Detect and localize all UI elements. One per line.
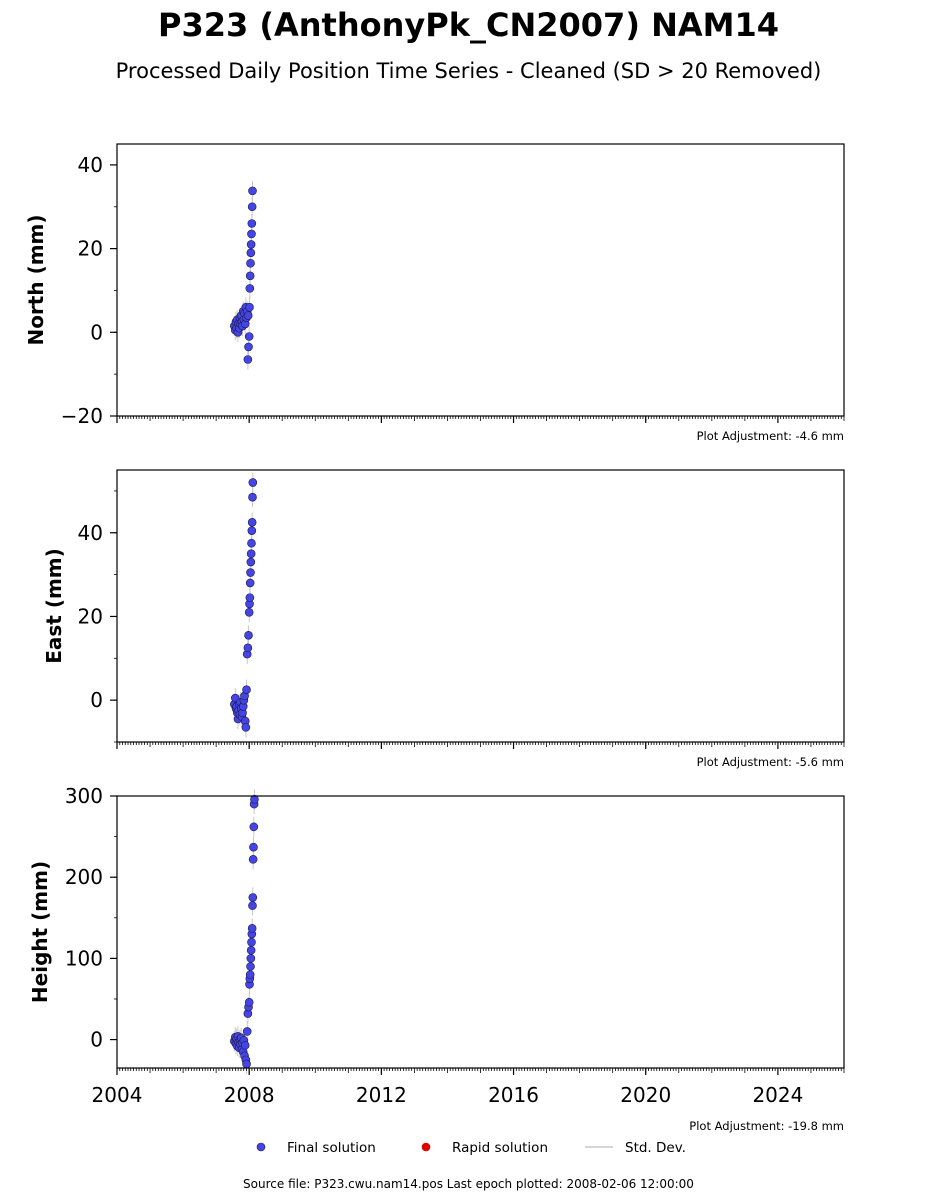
data-point (244, 607, 254, 617)
data-point (248, 478, 258, 487)
y-axis-label: North (mm) (24, 214, 48, 345)
x-tick-label: 2016 (488, 1083, 539, 1107)
y-tick-label: 20 (78, 604, 103, 628)
data-point (245, 970, 255, 979)
legend: Final solution Rapid solution Std. Dev. (256, 1140, 686, 1156)
data-point (243, 311, 253, 320)
legend-item-stddev: Std. Dev. (585, 1140, 686, 1156)
plot-frame (116, 469, 845, 743)
legend-dot-icon (256, 1142, 266, 1152)
data-point (241, 723, 251, 732)
plot-frame (116, 143, 845, 417)
data-point (247, 526, 257, 535)
data-point (246, 954, 256, 963)
data-point (247, 219, 257, 228)
data-point (244, 997, 254, 1007)
y-tick-label: 0 (90, 688, 103, 712)
legend-item-final: Final solution (256, 1140, 376, 1156)
chart-subtitle: Processed Daily Position Time Series - C… (116, 59, 822, 83)
data-point (246, 962, 255, 971)
data-point (242, 685, 251, 694)
data-point (246, 240, 256, 249)
data-point (244, 332, 254, 341)
data-point (244, 630, 253, 640)
data-point (246, 568, 255, 577)
legend-dot-icon (421, 1142, 431, 1152)
y-tick-label: −20 (61, 404, 103, 428)
data-point (240, 1040, 250, 1050)
data-point (249, 842, 258, 852)
data-point (245, 271, 255, 281)
y-tick-label: 300 (65, 784, 103, 808)
data-point (246, 945, 256, 955)
x-tick-label: 2012 (356, 1083, 407, 1107)
data-point (247, 202, 257, 212)
data-point (247, 518, 257, 527)
x-tick-label: 2024 (752, 1083, 803, 1107)
y-tick-label: 100 (65, 946, 103, 970)
data-point (244, 342, 253, 352)
plot-frame (116, 795, 845, 1069)
data-point (246, 557, 256, 567)
legend-item-rapid: Rapid solution (421, 1140, 548, 1156)
y-tick-label: 0 (90, 320, 103, 344)
data-point (246, 248, 256, 258)
data-point (242, 1059, 251, 1069)
panel-3: 2004 2008 2012 2016 2020 2024 0 100 200 300 Height… (28, 784, 845, 1133)
data-point (245, 284, 255, 293)
data-point (247, 924, 257, 933)
data-point (248, 855, 258, 864)
x-tick-label: 2020 (620, 1083, 671, 1107)
data-point (250, 794, 259, 804)
legend-label: Std. Dev. (625, 1140, 686, 1156)
legend-label: Rapid solution (452, 1140, 548, 1156)
y-axis-label: East (mm) (42, 548, 66, 664)
data-point (246, 549, 256, 558)
data-point (247, 538, 256, 548)
plot-adjustment: Plot Adjustment: -19.8 mm (689, 1119, 844, 1133)
x-tick-label: 2004 (92, 1083, 143, 1107)
legend-label: Final solution (287, 1140, 376, 1156)
data-point (246, 258, 255, 268)
y-tick-label: 0 (90, 1028, 103, 1052)
x-tick-label: 2008 (224, 1083, 275, 1107)
source-footer: Source file: P323.cwu.nam14.pos Last epo… (243, 1177, 694, 1191)
plot-adjustment: Plot Adjustment: -5.6 mm (697, 755, 844, 769)
data-point (249, 822, 259, 832)
data-point (248, 492, 257, 502)
y-tick-label: 20 (78, 237, 103, 261)
data-point (248, 901, 257, 910)
plot-adjustment: Plot Adjustment: -4.6 mm (697, 429, 844, 443)
data-point (248, 893, 258, 902)
y-tick-label: 40 (78, 153, 103, 177)
panels: −20 0 20 40 North (mm) Plot Adjustment: -4.6 … (24, 143, 845, 1133)
y-tick-label: 200 (65, 865, 103, 889)
panel-1: −20 0 20 40 North (mm) Plot Adjustment: -4.6 … (24, 143, 845, 443)
data-point (245, 593, 255, 602)
y-axis-label: Height (mm) (28, 861, 52, 1003)
data-point (243, 643, 253, 653)
data-point (245, 578, 255, 588)
panel-2: 0 20 40 East (mm) Plot Adjustment: -5.6 mm (42, 469, 845, 769)
data-point (247, 229, 256, 239)
data-point (242, 1027, 252, 1036)
chart-title: P323 (AnthonyPk_CN2007) NAM14 (158, 6, 779, 44)
data-point (248, 186, 257, 196)
y-tick-label: 40 (78, 521, 103, 545)
data-point (245, 302, 254, 312)
data-point (243, 355, 253, 364)
data-point (247, 937, 256, 947)
